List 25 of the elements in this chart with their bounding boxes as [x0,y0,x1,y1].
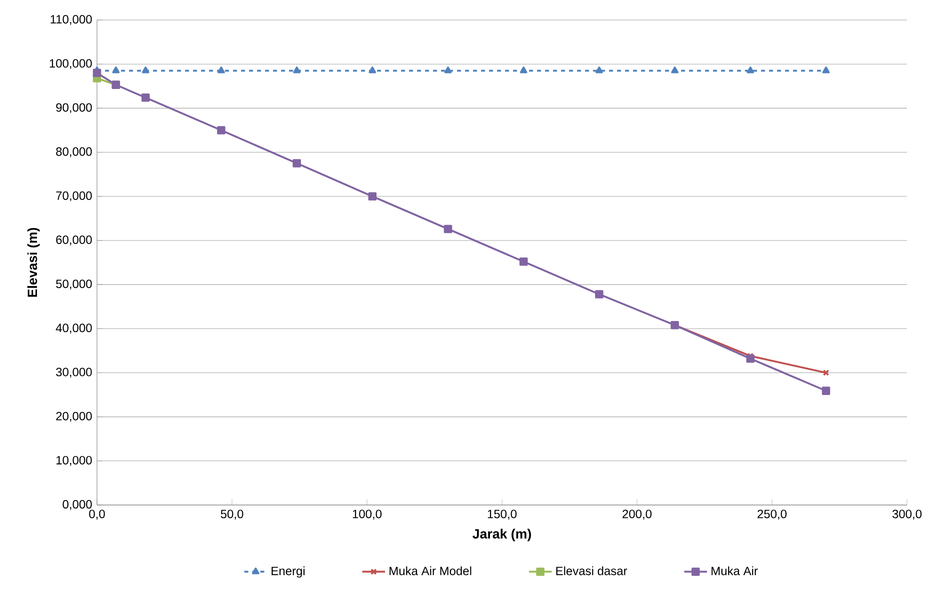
x-tick-label: 250,0 [758,510,787,520]
y-axis-title: Elevasi (m) [27,228,40,297]
y-tick-label: 20,000 [56,412,92,422]
legend-label: Elevasi dasar [556,566,628,576]
x-axis-title: Jarak (m) [472,528,531,542]
y-tick-label: 50,000 [56,280,92,290]
y-tick-label: 30,000 [56,368,92,378]
legend-label: Muka Air Model [390,566,472,576]
legend-label: Energi [272,566,305,578]
y-tick-label: 70,000 [56,191,92,202]
y-tick-label: 90,000 [56,103,92,114]
y-tick-label: 80,000 [56,147,92,158]
x-tick-label: 0,0 [89,510,105,520]
x-tick-label: 50,0 [220,510,244,520]
legend-label: Muka Air [712,566,758,576]
y-tick-label: 100,000 [50,59,92,70]
x-tick-label: 100,0 [352,510,382,520]
y-tick-label: 0,000 [62,500,92,510]
y-tick-label: 40,000 [56,324,92,334]
x-tick-label: 300,0 [892,510,922,520]
y-tick-label: 110,000 [50,15,92,25]
x-tick-label: 150,0 [488,510,517,520]
y-tick-label: 60,000 [56,235,92,246]
y-tick-label: 10,000 [56,456,92,466]
x-tick-label: 200,0 [622,510,652,520]
